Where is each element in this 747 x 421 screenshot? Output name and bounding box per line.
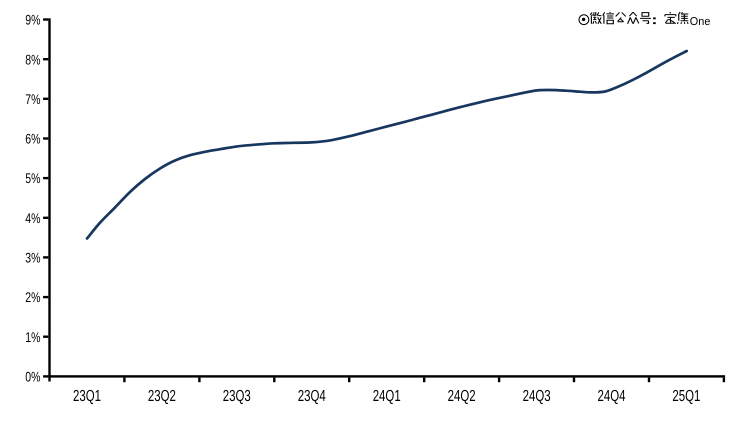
svg-text:25Q1: 25Q1 <box>672 388 700 405</box>
svg-text:6%: 6% <box>25 131 40 147</box>
svg-text:7%: 7% <box>25 91 40 107</box>
svg-text:One: One <box>690 16 711 28</box>
svg-text:8%: 8% <box>25 51 40 67</box>
svg-text:24Q3: 24Q3 <box>523 388 551 405</box>
svg-text:23Q3: 23Q3 <box>223 388 251 405</box>
svg-text:24Q4: 24Q4 <box>598 388 626 405</box>
svg-text:9%: 9% <box>25 12 40 28</box>
svg-text:23Q2: 23Q2 <box>148 388 176 405</box>
svg-text:23Q4: 23Q4 <box>298 388 326 405</box>
svg-text:24Q1: 24Q1 <box>373 388 401 405</box>
svg-text:0%: 0% <box>25 369 40 385</box>
svg-text:1%: 1% <box>25 329 40 345</box>
svg-text:23Q1: 23Q1 <box>73 388 101 405</box>
svg-text:24Q2: 24Q2 <box>448 388 476 405</box>
svg-text:5%: 5% <box>25 170 40 186</box>
svg-text:4%: 4% <box>25 210 40 226</box>
svg-text:3%: 3% <box>25 250 40 266</box>
svg-text:2%: 2% <box>25 289 40 305</box>
